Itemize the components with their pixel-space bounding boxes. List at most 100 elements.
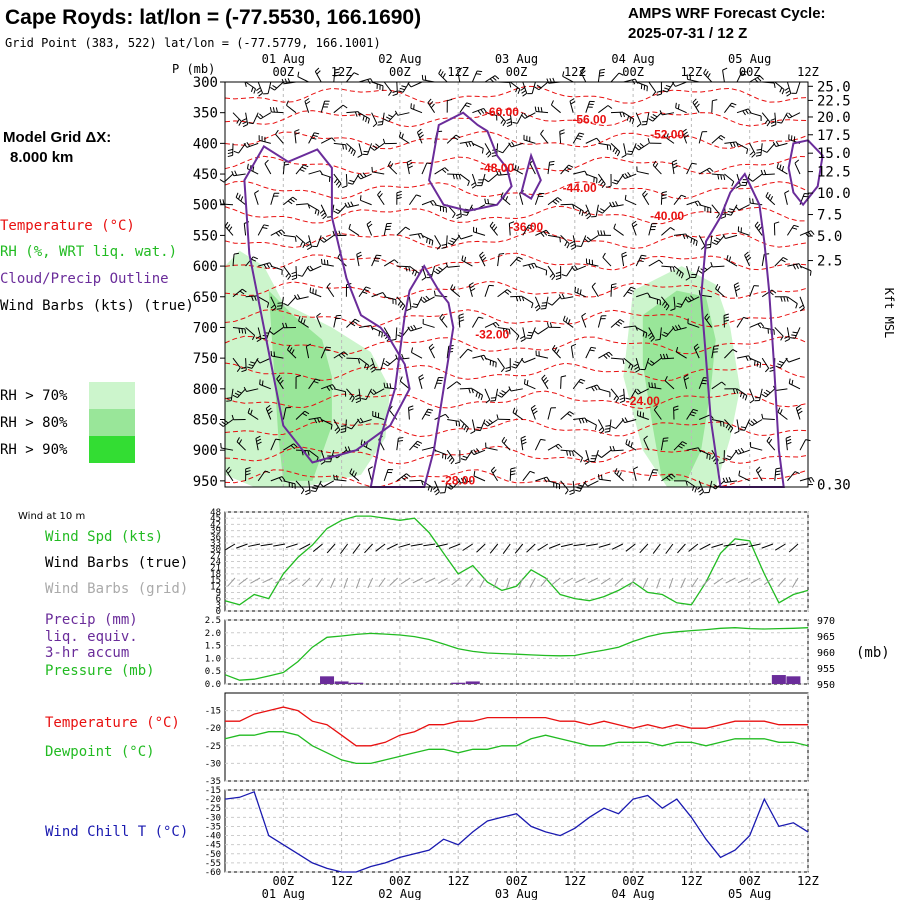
- wind-barb-flag: [692, 408, 698, 412]
- top-time-tick: 12Z: [331, 65, 353, 79]
- wind-barb: [766, 436, 776, 451]
- temperature-label: -36.00: [509, 220, 543, 234]
- value-tick-label: 48: [210, 508, 221, 518]
- wind-barb: [585, 173, 598, 184]
- wind-barb-flag: [428, 239, 431, 245]
- wind-barb-staff: [522, 262, 535, 267]
- wind-barb-flag: [266, 263, 270, 269]
- wind-barb-staff: [693, 347, 700, 359]
- wind-barb-flag: [254, 295, 257, 301]
- wind-barb-flag: [725, 477, 729, 483]
- wind-barb-staff: [659, 327, 662, 340]
- wind-barb-flag: [305, 492, 311, 496]
- rh-key-swatch: [89, 409, 135, 436]
- wind-barb-staff: [787, 296, 798, 304]
- wind-barb-true: [299, 543, 311, 551]
- wind-barb: [235, 192, 246, 206]
- wind-barb-flag: [244, 81, 247, 87]
- value-tick-label: 33: [210, 539, 221, 549]
- wind-barb-flag: [772, 141, 777, 147]
- wind-barb: [761, 289, 777, 298]
- wind-barb: [774, 467, 781, 481]
- wind-barb-flag: [275, 438, 281, 441]
- wind-barb-flag: [724, 319, 730, 322]
- wind-barb-flag: [228, 226, 233, 232]
- wind-barb-flag: [485, 420, 491, 425]
- wind-barb-flag: [250, 86, 254, 92]
- wind-barb-staff: [736, 142, 748, 150]
- wind-barb-flag: [370, 366, 375, 370]
- wind-barb-grid: [656, 577, 661, 589]
- wind-barb: [512, 407, 524, 420]
- wind-barb-flag: [307, 203, 311, 209]
- wind-barb: [711, 419, 725, 427]
- wind-barb-staff: [351, 419, 360, 430]
- wind-barb-flag: [258, 92, 263, 97]
- wind-barb-flag: [621, 418, 626, 423]
- wind-barb: [661, 473, 676, 482]
- wind-barb-flag: [571, 246, 576, 250]
- wind-barb-flag: [604, 430, 610, 433]
- wind-barb: [396, 296, 406, 311]
- temperature-label: -40.00: [650, 209, 684, 223]
- wind-barb-flag: [512, 121, 518, 124]
- wind-barb-grid: [506, 577, 511, 589]
- wind-barb-staff: [673, 265, 684, 275]
- wind-barb-flag: [767, 193, 771, 199]
- wind-barb-flag: [231, 170, 235, 176]
- wind-barb-flag: [492, 323, 497, 328]
- wind-barb-flag: [385, 360, 391, 365]
- wind-barb-grid: [479, 577, 486, 588]
- page-title: Cape Royds: lat/lon = (-77.5530, 166.169…: [5, 6, 421, 29]
- wind-barb-staff: [358, 78, 371, 83]
- wind-barb-flag: [509, 221, 515, 224]
- wind-barb-flag: [255, 435, 261, 439]
- wind-barb-flag: [628, 289, 634, 292]
- wind-barb-staff: [358, 325, 371, 328]
- wind-barb: [623, 357, 634, 371]
- wind-barb: [641, 112, 650, 126]
- wind-barb: [711, 135, 726, 144]
- wind-barb-flag: [707, 73, 711, 78]
- wind-barb-flag: [430, 201, 434, 206]
- wind-barb-flag: [429, 101, 434, 106]
- wind-barb-staff: [471, 419, 476, 432]
- wind-barb-flag: [627, 440, 631, 446]
- wind-barb: [297, 71, 309, 83]
- wind-barb: [724, 388, 739, 394]
- wind-barb: [270, 81, 284, 91]
- wind-barb: [719, 450, 725, 464]
- wind-barb-staff: [471, 316, 479, 328]
- wind-barb-flag: [673, 405, 679, 408]
- wind-barb-flag: [616, 470, 620, 476]
- wind-barb-flag: [712, 99, 718, 102]
- wind-barb-true: [260, 543, 273, 547]
- wind-barb: [614, 468, 624, 482]
- wind-barb-grid-staff: [575, 577, 586, 584]
- value-tick-label: -45: [205, 841, 221, 851]
- plot-frame: [224, 81, 809, 488]
- wind-barb-flag: [793, 224, 799, 228]
- wind-barb-flag: [597, 210, 603, 214]
- wind-barb-flag: [559, 237, 561, 243]
- wind-barb-flag: [452, 174, 455, 180]
- wind-barb: [333, 419, 341, 434]
- wind-barb: [358, 357, 370, 371]
- wind-barb-flag: [571, 343, 577, 347]
- wind-barb: [547, 160, 555, 175]
- wind-barb-grid: [614, 577, 624, 586]
- wind-barb-flag: [255, 335, 261, 340]
- wind-barb-staff: [758, 388, 763, 401]
- wind-barb-flag: [362, 172, 367, 177]
- wind-barb-flag: [478, 316, 484, 319]
- wind-barb: [699, 204, 712, 214]
- wind-barb-grid-staff: [425, 577, 436, 584]
- wind-barb: [275, 129, 284, 144]
- wind-barb: [673, 480, 688, 486]
- wind-barb-flag: [627, 291, 633, 295]
- wind-barb-flag: [648, 382, 651, 388]
- wind-barb-true: [736, 543, 749, 547]
- wind-barb-flag: [463, 425, 467, 431]
- wind-barb: [626, 143, 637, 155]
- wind-barb: [661, 227, 675, 236]
